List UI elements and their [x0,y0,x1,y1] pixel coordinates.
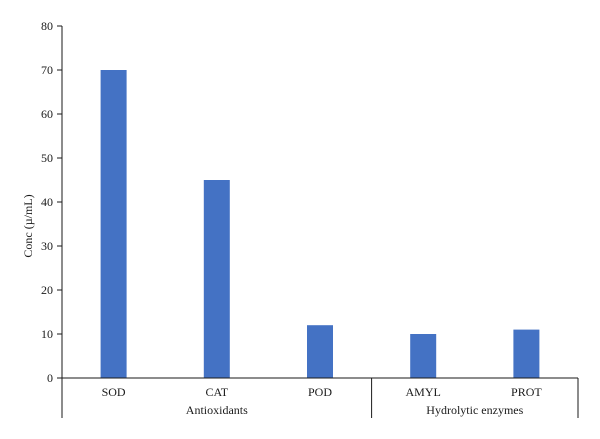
y-tick-label: 20 [41,283,53,297]
bar-pod [307,325,333,378]
category-label: SOD [102,385,126,399]
y-tick-label: 40 [41,195,53,209]
y-tick-label: 50 [41,151,53,165]
bar-prot [513,329,540,378]
group-label: Antioxidants [186,403,248,417]
category-label: PROT [511,385,542,399]
bar-sod [100,70,127,378]
bar-amyl [410,334,437,378]
y-tick-label: 10 [41,327,53,341]
group-labels: Antioxidants Hydrolytic enzymes [186,378,524,418]
y-axis-ticks: 0 10 20 30 40 50 60 70 80 [41,19,62,385]
y-tick-label: 0 [47,371,53,385]
bars [100,70,540,378]
category-label: CAT [205,385,228,399]
y-axis-title: Conc (µ/mL) [21,194,35,257]
y-tick-label: 60 [41,107,53,121]
y-tick-label: 80 [41,19,53,33]
bar-cat [203,180,230,378]
category-label: POD [308,385,332,399]
y-tick-label: 30 [41,239,53,253]
category-labels: SOD CAT POD AMYL PROT [102,385,543,399]
y-tick-label: 70 [41,63,53,77]
category-label: AMYL [406,385,441,399]
group-label: Hydrolytic enzymes [426,403,523,417]
axes [61,26,579,418]
